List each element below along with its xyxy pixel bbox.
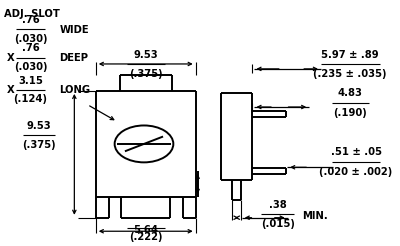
Text: 4.83: 4.83 [338,88,363,98]
Text: (.124): (.124) [14,94,48,104]
Text: (.190): (.190) [333,108,367,118]
Text: (.375): (.375) [129,69,163,79]
Text: (.015): (.015) [261,219,295,229]
Text: 9.53: 9.53 [27,121,52,131]
Text: .76: .76 [22,15,39,25]
Text: (.235 ± .035): (.235 ± .035) [314,69,387,79]
Text: (.020 ± .002): (.020 ± .002) [320,167,393,177]
Text: (.030): (.030) [14,62,47,72]
Text: (.375): (.375) [22,140,56,150]
Text: (.030): (.030) [14,34,47,44]
Text: DEEP: DEEP [60,53,88,63]
Text: .51 ± .05: .51 ± .05 [330,147,382,157]
Text: ADJ. SLOT: ADJ. SLOT [4,9,60,19]
Text: X: X [7,53,15,63]
Text: 5.64: 5.64 [134,225,158,235]
Text: MIN.: MIN. [302,212,328,221]
Text: .38: .38 [269,200,287,210]
Text: .76: .76 [22,43,39,53]
Text: WIDE: WIDE [60,25,89,34]
Text: X: X [7,85,15,95]
Text: 5.97 ± .89: 5.97 ± .89 [321,49,379,60]
Text: LONG: LONG [60,85,90,95]
Text: 3.15: 3.15 [18,76,43,86]
Text: 9.53: 9.53 [134,49,158,60]
Text: (.222): (.222) [129,232,163,242]
